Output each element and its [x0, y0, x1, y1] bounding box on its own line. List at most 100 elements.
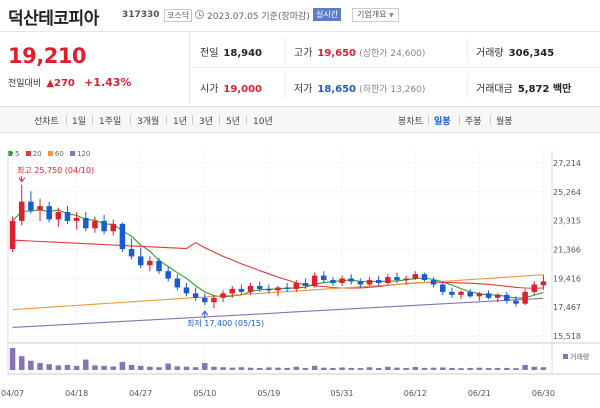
volume-bar	[46, 364, 52, 370]
candle-body	[339, 278, 345, 284]
period-1d[interactable]: 1일	[72, 117, 87, 127]
candle-chart-button[interactable]: 봉차트	[398, 117, 423, 127]
period-10y[interactable]: 10년	[253, 117, 273, 127]
volume-bar	[9, 348, 16, 370]
volume-bar	[247, 367, 254, 370]
volume-bar	[18, 356, 25, 370]
candle-body	[211, 297, 217, 303]
low-arrow-head	[201, 310, 209, 316]
candle-body	[174, 278, 181, 288]
y-tick-label: 27,214	[553, 159, 581, 168]
candle-body	[28, 201, 34, 211]
up-arrow-icon: ▲	[46, 78, 55, 89]
x-tick-label: 04/07	[1, 389, 24, 398]
high-stat: 고가 19,650 (상한가 24,600)	[294, 48, 426, 59]
period-3m[interactable]: 3개월	[137, 117, 160, 127]
change-value: ▲270	[46, 78, 75, 89]
volume-bar	[302, 367, 309, 370]
candle-body	[311, 275, 318, 286]
chart-toolbar: 선차트 1일 1주일 3개월 1년 3년 5년 10년 봉차트 일봉 주봉 월봉	[0, 106, 600, 133]
stock-header: 덕산테코피아 317330 코스닥 2023.07.05 기준(장마감) 실시간…	[0, 0, 600, 32]
legend-ma120: 120	[66, 150, 90, 158]
candle-body	[18, 201, 25, 221]
open-stat: 시가 19,000	[200, 84, 262, 95]
candle-body	[156, 260, 162, 272]
volume-bar	[275, 367, 281, 370]
volume-bar	[513, 368, 519, 370]
volume-bar	[467, 367, 473, 370]
company-info-button[interactable]: 기업개요 ▼	[352, 8, 399, 22]
legend-ma60: 60	[44, 150, 64, 158]
candle-body	[9, 220, 16, 249]
candle-body	[165, 271, 171, 279]
legend-ma5: 5	[8, 150, 19, 158]
ma-legend: 5 20 60 120	[8, 150, 90, 158]
y-tick-label: 25,264	[553, 188, 581, 197]
volume-bar	[440, 367, 446, 370]
candle-body	[92, 220, 98, 229]
volume-bar	[73, 365, 80, 370]
candle-body	[394, 277, 400, 281]
volume-bar	[128, 364, 135, 370]
volume-bar	[476, 367, 483, 370]
candle-body	[430, 280, 437, 285]
candle-body	[476, 293, 483, 297]
volume-bar	[165, 363, 171, 370]
volume-bar	[458, 368, 464, 370]
candle-body	[147, 260, 153, 266]
candle-body	[137, 256, 144, 266]
line-chart-button[interactable]: 선차트	[34, 117, 59, 127]
period-daily[interactable]: 일봉	[434, 117, 451, 127]
candle-body	[375, 280, 382, 284]
ma120-line	[12, 297, 544, 328]
candle-body	[385, 277, 391, 284]
y-tick-label: 23,315	[553, 217, 581, 226]
volume-bar	[357, 368, 364, 370]
period-1w[interactable]: 1주일	[99, 117, 122, 127]
candle-body	[256, 285, 263, 289]
y-tick-label: 19,416	[553, 274, 581, 283]
volume-bar	[174, 366, 181, 370]
candle-body	[183, 287, 190, 294]
candle-body	[119, 223, 126, 249]
ma20-line	[12, 239, 544, 289]
stats-row-1: 전일 18,940 고가 19,650 (상한가 24,600) 거래량 306,34…	[190, 32, 600, 68]
period-weekly[interactable]: 주봉	[465, 117, 482, 127]
volume-bar	[101, 365, 107, 370]
amount-stat: 거래대금 5,872 백만	[476, 84, 572, 95]
candle-body	[531, 284, 538, 292]
volume-bar	[183, 366, 190, 370]
period-5y[interactable]: 5년	[226, 117, 241, 127]
period-monthly[interactable]: 월봉	[496, 117, 513, 127]
stats-panel: 전일 18,940 고가 19,650 (상한가 24,600) 거래량 306,34…	[190, 32, 600, 104]
volume-bar	[202, 363, 208, 370]
x-tick-label: 05/19	[257, 389, 280, 398]
period-1y[interactable]: 1년	[173, 117, 188, 127]
candle-body	[522, 291, 528, 304]
high-arrow	[20, 175, 23, 181]
candle-body	[440, 284, 446, 292]
current-price: 19,210	[8, 44, 87, 68]
change-row: 전일대비 ▲270 +1.43%	[8, 76, 131, 89]
candle-body	[357, 281, 364, 285]
candle-body	[275, 287, 281, 291]
y-tick-label: 17,467	[553, 303, 581, 312]
candle-body	[229, 288, 235, 294]
candle-body	[449, 291, 455, 295]
low-stat: 저가 18,650 (하한가 13,260)	[294, 84, 426, 95]
x-tick-label: 06/21	[468, 389, 491, 398]
stock-name: 덕산테코피아	[8, 9, 99, 29]
candle-body	[366, 280, 373, 285]
volume-bar	[293, 366, 300, 370]
period-3y[interactable]: 3년	[199, 117, 214, 127]
candle-body	[330, 280, 336, 284]
volume-bar	[284, 367, 290, 370]
volume-bar	[311, 365, 318, 370]
realtime-button[interactable]: 실시간	[313, 8, 342, 21]
volume-bar	[540, 367, 547, 370]
volume-bar	[266, 367, 272, 370]
candle-body	[284, 287, 290, 289]
volume-bar	[385, 366, 391, 370]
candle-body	[83, 217, 89, 229]
